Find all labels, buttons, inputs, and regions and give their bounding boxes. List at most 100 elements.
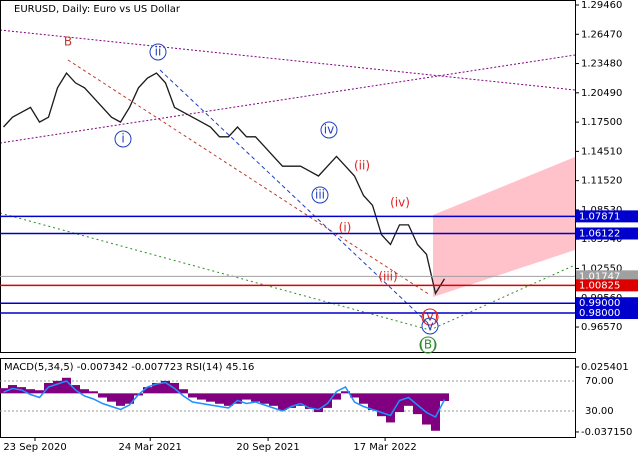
- macd-bar: [431, 393, 441, 431]
- macd-bar: [305, 393, 315, 409]
- y-tick-label: 1.23480: [581, 59, 622, 70]
- target-channel: [433, 157, 575, 297]
- y2-tick-label: 30.00: [585, 406, 614, 417]
- chart-title: EURUSD, Daily: Euro vs US Dollar: [14, 4, 181, 15]
- macd-bar: [107, 393, 117, 402]
- y-tick-label: 0.96570: [581, 322, 622, 333]
- macd-bar: [152, 382, 162, 394]
- macd-bar: [215, 393, 225, 404]
- macd-bar: [62, 377, 72, 394]
- macd-bar: [179, 389, 189, 394]
- macd-bar: [341, 391, 351, 394]
- y-tick-label: 1.26470: [581, 29, 622, 40]
- trend-line: [0, 212, 576, 331]
- macd-bar: [53, 380, 63, 394]
- y-tick-label: 1.20490: [581, 88, 622, 99]
- y-tick-label: 1.17500: [581, 117, 622, 128]
- wave-label: (B): [419, 338, 437, 352]
- x-tick-label: 20 Sep 2021: [236, 442, 299, 453]
- price-level-label: 1.00825: [579, 280, 620, 291]
- wave-label: iii: [315, 188, 325, 202]
- y-tick-label: 1.05540: [581, 234, 622, 245]
- wave-circle: [114, 130, 132, 148]
- price-level-label: 0.99000: [579, 298, 620, 309]
- y-tick-label: 1.11520: [581, 176, 622, 187]
- rsi-line: [3, 380, 446, 419]
- macd-bar: [125, 393, 135, 404]
- x-tick-label: 17 Mar 2022: [353, 442, 416, 453]
- macd-bar: [296, 393, 306, 406]
- wave-circle: [149, 43, 167, 61]
- macd-bar: [440, 393, 450, 401]
- macd-bar: [395, 393, 405, 413]
- macd-bar: [98, 393, 108, 398]
- price-level-box: [576, 307, 638, 320]
- macd-bar: [242, 393, 252, 400]
- macd-bar: [404, 393, 414, 406]
- macd-bar: [377, 393, 387, 417]
- price-level-box: [576, 297, 638, 310]
- macd-bar: [0, 388, 9, 394]
- wave-circle: [320, 121, 338, 139]
- wave-circle: [421, 308, 439, 326]
- x-tick-label: 24 Mar 2021: [119, 442, 182, 453]
- price-level-box: [576, 270, 638, 283]
- macd-bar: [287, 393, 297, 408]
- price-line: [3, 72, 446, 296]
- price-level-label: 1.07871: [579, 211, 620, 222]
- macd-bar: [260, 393, 270, 404]
- indicator-title: MACD(5,34,5) -0.007342 -0.007723 RSI(14)…: [4, 362, 254, 373]
- price-level-label: 1.01747: [579, 271, 620, 282]
- macd-bar: [233, 393, 243, 404]
- price-level-label: 1.06122: [579, 229, 620, 240]
- macd-bar: [35, 390, 45, 394]
- macd-bar: [116, 393, 126, 406]
- y2-tick-label: 70.00: [585, 376, 614, 387]
- macd-bar: [80, 389, 90, 394]
- price-level-box: [576, 210, 638, 223]
- trend-line: [0, 29, 576, 91]
- price-level-label: 0.98000: [579, 308, 620, 319]
- wave-label: (iv): [390, 196, 410, 210]
- wave-label: (ii): [354, 159, 370, 173]
- trend-line: [159, 69, 431, 326]
- wave-circle: [311, 186, 329, 204]
- macd-bar: [188, 393, 198, 398]
- trend-line: [0, 54, 576, 144]
- wave-label: ii: [155, 45, 162, 59]
- macd-bar: [224, 393, 234, 406]
- x-tick-label: 23 Sep 2020: [3, 442, 66, 453]
- macd-bar: [143, 387, 153, 394]
- plot-frame: [0, 0, 576, 353]
- y-tick-label: 1.29460: [581, 0, 622, 11]
- macd-bar: [323, 393, 333, 408]
- wave-circle: [421, 317, 439, 335]
- wave-label: B: [64, 35, 72, 49]
- macd-bar: [332, 393, 342, 400]
- macd-bar: [278, 393, 288, 410]
- macd-bar: [251, 393, 261, 402]
- macd-bar: [368, 393, 378, 410]
- price-level-box: [576, 279, 638, 292]
- wave-label: v: [426, 319, 433, 333]
- macd-bar: [197, 393, 207, 400]
- y-tick-label: 1.02550: [581, 263, 622, 274]
- macd-bar: [26, 389, 36, 394]
- wave-label: (iii): [378, 270, 397, 284]
- macd-bar: [44, 382, 54, 394]
- wave-label: (v): [422, 310, 438, 324]
- macd-bar: [359, 393, 369, 404]
- macd-bar: [206, 393, 216, 402]
- wave-label: (i): [339, 221, 352, 235]
- macd-bar: [161, 380, 171, 394]
- wave-label: iv: [324, 123, 334, 137]
- wave-label: i: [121, 132, 124, 146]
- macd-bar: [89, 391, 99, 394]
- y-tick-label: 0.025401: [581, 362, 629, 373]
- indicator-frame: [0, 358, 576, 438]
- wave-circle: [419, 336, 437, 354]
- macd-bar: [386, 393, 396, 423]
- macd-bar: [350, 393, 360, 398]
- y-tick-label: -0.037150: [581, 427, 632, 438]
